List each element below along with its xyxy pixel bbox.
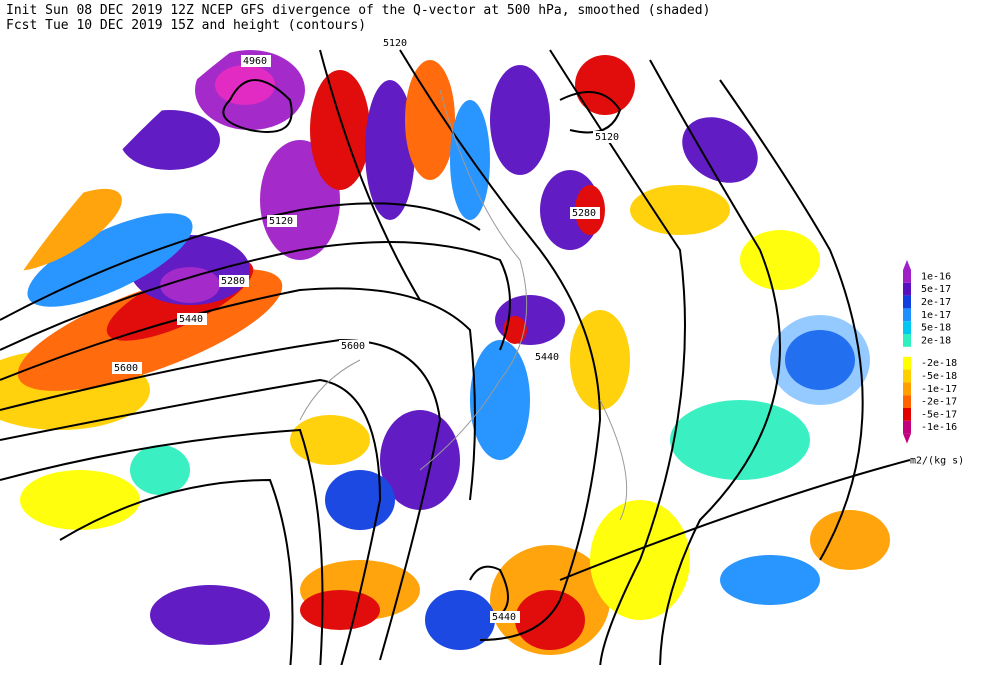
- legend-swatch: [903, 308, 911, 322]
- legend-label: -1e-16: [921, 422, 957, 433]
- legend-swatch: [903, 420, 911, 434]
- legend-arrow: [903, 433, 911, 444]
- legend-label: 1e-17: [921, 310, 951, 321]
- contour-label: 4960: [243, 56, 267, 67]
- contour-label: 5600: [114, 363, 138, 374]
- contour-labels: 4960 5120 5120 5120 5280 5280 5440 5440 …: [112, 37, 623, 623]
- contour-label: 5440: [492, 612, 516, 623]
- legend-swatch: [903, 369, 911, 383]
- legend-swatch: [903, 382, 911, 396]
- legend-label: 2e-18: [921, 335, 951, 346]
- contour-label: 5120: [595, 132, 619, 143]
- legend-label: -1e-17: [921, 384, 957, 395]
- contour-label: 5280: [572, 208, 596, 219]
- legend-swatch: [903, 295, 911, 309]
- legend-label: 1e-16: [921, 271, 951, 282]
- legend-arrow: [903, 260, 911, 270]
- header-line: Fcst Tue 10 DEC 2019 15Z and height (con…: [6, 18, 366, 33]
- contour-label: 5120: [269, 216, 293, 227]
- legend-label: -2e-18: [921, 358, 957, 369]
- legend-swatch: [903, 356, 911, 370]
- legend-label: -5e-18: [921, 371, 957, 382]
- legend-swatch: [903, 408, 911, 421]
- legend-swatch: [903, 270, 911, 283]
- shaded-field: [0, 45, 910, 665]
- legend-swatch: [903, 321, 911, 334]
- contour-label: 5440: [535, 352, 559, 363]
- legend-swatch: [903, 334, 911, 347]
- legend-unit: m2/(kg s): [910, 456, 964, 467]
- legend-label: -5e-17: [921, 409, 957, 420]
- legend-label: -2e-17: [921, 397, 957, 408]
- header-line: Init Sun 08 DEC 2019 12Z NCEP GFS diverg…: [6, 3, 710, 18]
- contour-label: 5120: [383, 38, 407, 49]
- legend-label: 5e-18: [921, 323, 951, 334]
- contour-label: 5440: [179, 314, 203, 325]
- legend-swatch: [903, 395, 911, 408]
- legend-label: 2e-17: [921, 297, 951, 308]
- contour-label: 5600: [341, 341, 365, 352]
- legend-label: 5e-17: [921, 284, 951, 295]
- contour-label: 5280: [221, 276, 245, 287]
- legend-swatch: [903, 282, 911, 296]
